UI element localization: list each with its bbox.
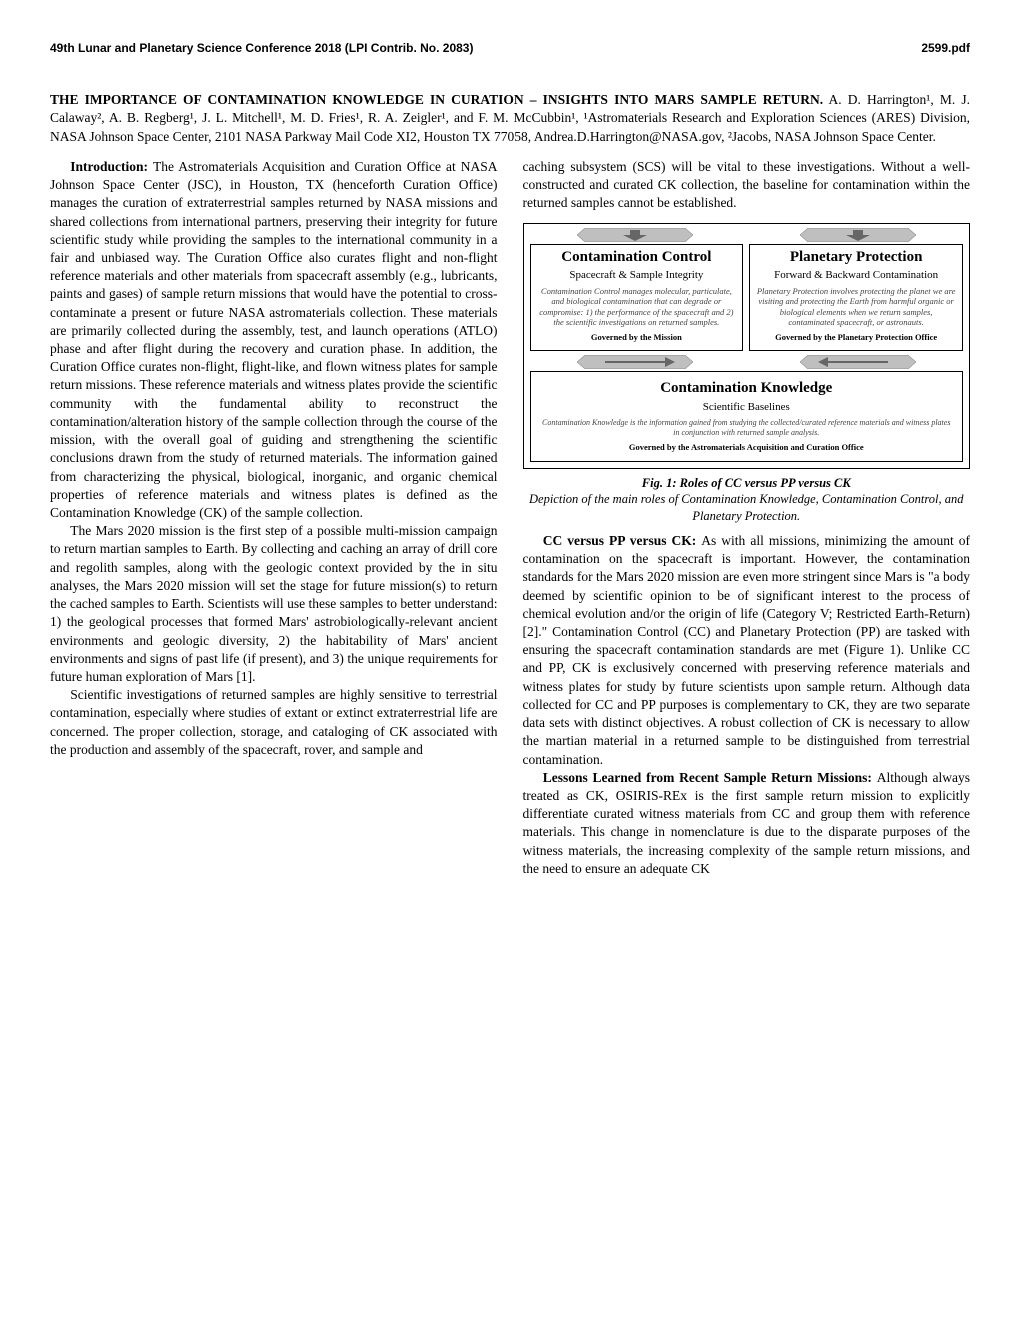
left-column: Introduction: The Astromaterials Acquisi…	[50, 158, 498, 878]
figure-caption: Fig. 1: Roles of CC versus PP versus CK …	[523, 475, 971, 524]
section-head-lessons: Lessons Learned from Recent Sample Retur…	[543, 770, 877, 785]
section-head-intro: Introduction:	[70, 159, 153, 174]
ck-sub: Scientific Baselines	[541, 400, 953, 415]
cc-pp-ck-paragraph: CC versus PP versus CK: As with all miss…	[523, 532, 971, 769]
pp-govern: Governed by the Planetary Protection Off…	[756, 332, 956, 343]
ccppck-text: As with all missions, minimizing the amo…	[523, 533, 971, 767]
arrow-diag-right-icon	[798, 355, 918, 369]
title-block: THE IMPORTANCE OF CONTAMINATION KNOWLEDG…	[50, 91, 970, 146]
cc-pp-row: Contamination Control Spacecraft & Sampl…	[524, 244, 970, 351]
arrow-down-left-icon	[575, 228, 695, 242]
mars2020-paragraph: The Mars 2020 mission is the first step …	[50, 522, 498, 686]
running-header: 49th Lunar and Planetary Science Confere…	[50, 40, 970, 56]
figure-1: Contamination Control Spacecraft & Sampl…	[523, 223, 971, 524]
intro-text: The Astromaterials Acquisition and Curat…	[50, 159, 498, 520]
cc-box: Contamination Control Spacecraft & Sampl…	[530, 244, 744, 351]
section-head-ccppck: CC versus PP versus CK:	[543, 533, 702, 548]
header-right: 2599.pdf	[921, 40, 970, 56]
ck-title: Contamination Knowledge	[541, 378, 953, 398]
sci-investigations-paragraph: Scientific investigations of returned sa…	[50, 686, 498, 759]
figure-outer-box: Contamination Control Spacecraft & Sampl…	[523, 223, 971, 470]
paper-title: THE IMPORTANCE OF CONTAMINATION KNOWLEDG…	[50, 92, 823, 107]
arrow-row-bottom	[524, 351, 970, 371]
arrow-diag-left-icon	[575, 355, 695, 369]
pp-box: Planetary Protection Forward & Backward …	[749, 244, 963, 351]
two-column-body: Introduction: The Astromaterials Acquisi…	[50, 158, 970, 878]
right-column: caching subsystem (SCS) will be vital to…	[523, 158, 971, 878]
arrow-row-top	[524, 224, 970, 244]
header-left: 49th Lunar and Planetary Science Confere…	[50, 40, 473, 56]
ck-italic: Contamination Knowledge is the informati…	[541, 418, 953, 438]
ck-box: Contamination Knowledge Scientific Basel…	[530, 371, 964, 463]
cc-title: Contamination Control	[537, 249, 737, 266]
pp-title: Planetary Protection	[756, 249, 956, 266]
figure-caption-bold: Fig. 1: Roles of CC versus PP versus CK	[642, 476, 851, 490]
cc-italic: Contamination Control manages molecular,…	[537, 286, 737, 329]
ck-govern: Governed by the Astromaterials Acquisiti…	[541, 442, 953, 453]
cc-sub: Spacecraft & Sample Integrity	[537, 268, 737, 283]
continuation-paragraph: caching subsystem (SCS) will be vital to…	[523, 158, 971, 213]
pp-sub: Forward & Backward Contamination	[756, 268, 956, 283]
lessons-text: Although always treated as CK, OSIRIS-RE…	[523, 770, 971, 876]
arrow-down-right-icon	[798, 228, 918, 242]
figure-caption-text: Depiction of the main roles of Contamina…	[529, 492, 964, 522]
lessons-paragraph: Lessons Learned from Recent Sample Retur…	[523, 769, 971, 878]
intro-paragraph: Introduction: The Astromaterials Acquisi…	[50, 158, 498, 522]
cc-govern: Governed by the Mission	[537, 332, 737, 343]
pp-italic: Planetary Protection involves protecting…	[756, 286, 956, 329]
